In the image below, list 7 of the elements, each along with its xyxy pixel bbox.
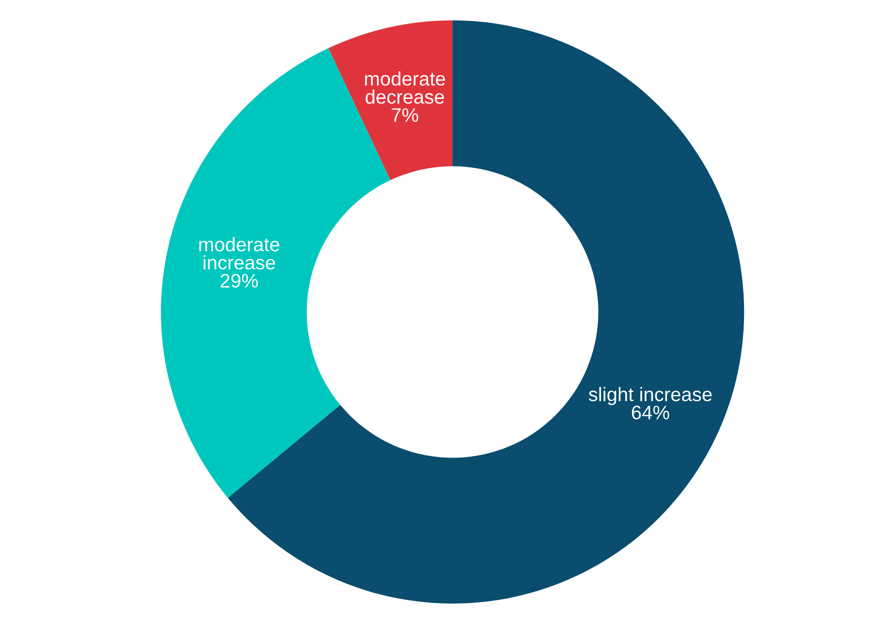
slice-label: slight increase <box>588 386 712 406</box>
slice-label: moderate decrease <box>365 71 446 104</box>
data-label: 64% <box>632 406 670 420</box>
donut-slice <box>328 20 453 180</box>
data-label: 29% <box>220 274 258 288</box>
slice-label: moderate increase <box>199 237 280 270</box>
data-label: 7% <box>392 108 418 122</box>
